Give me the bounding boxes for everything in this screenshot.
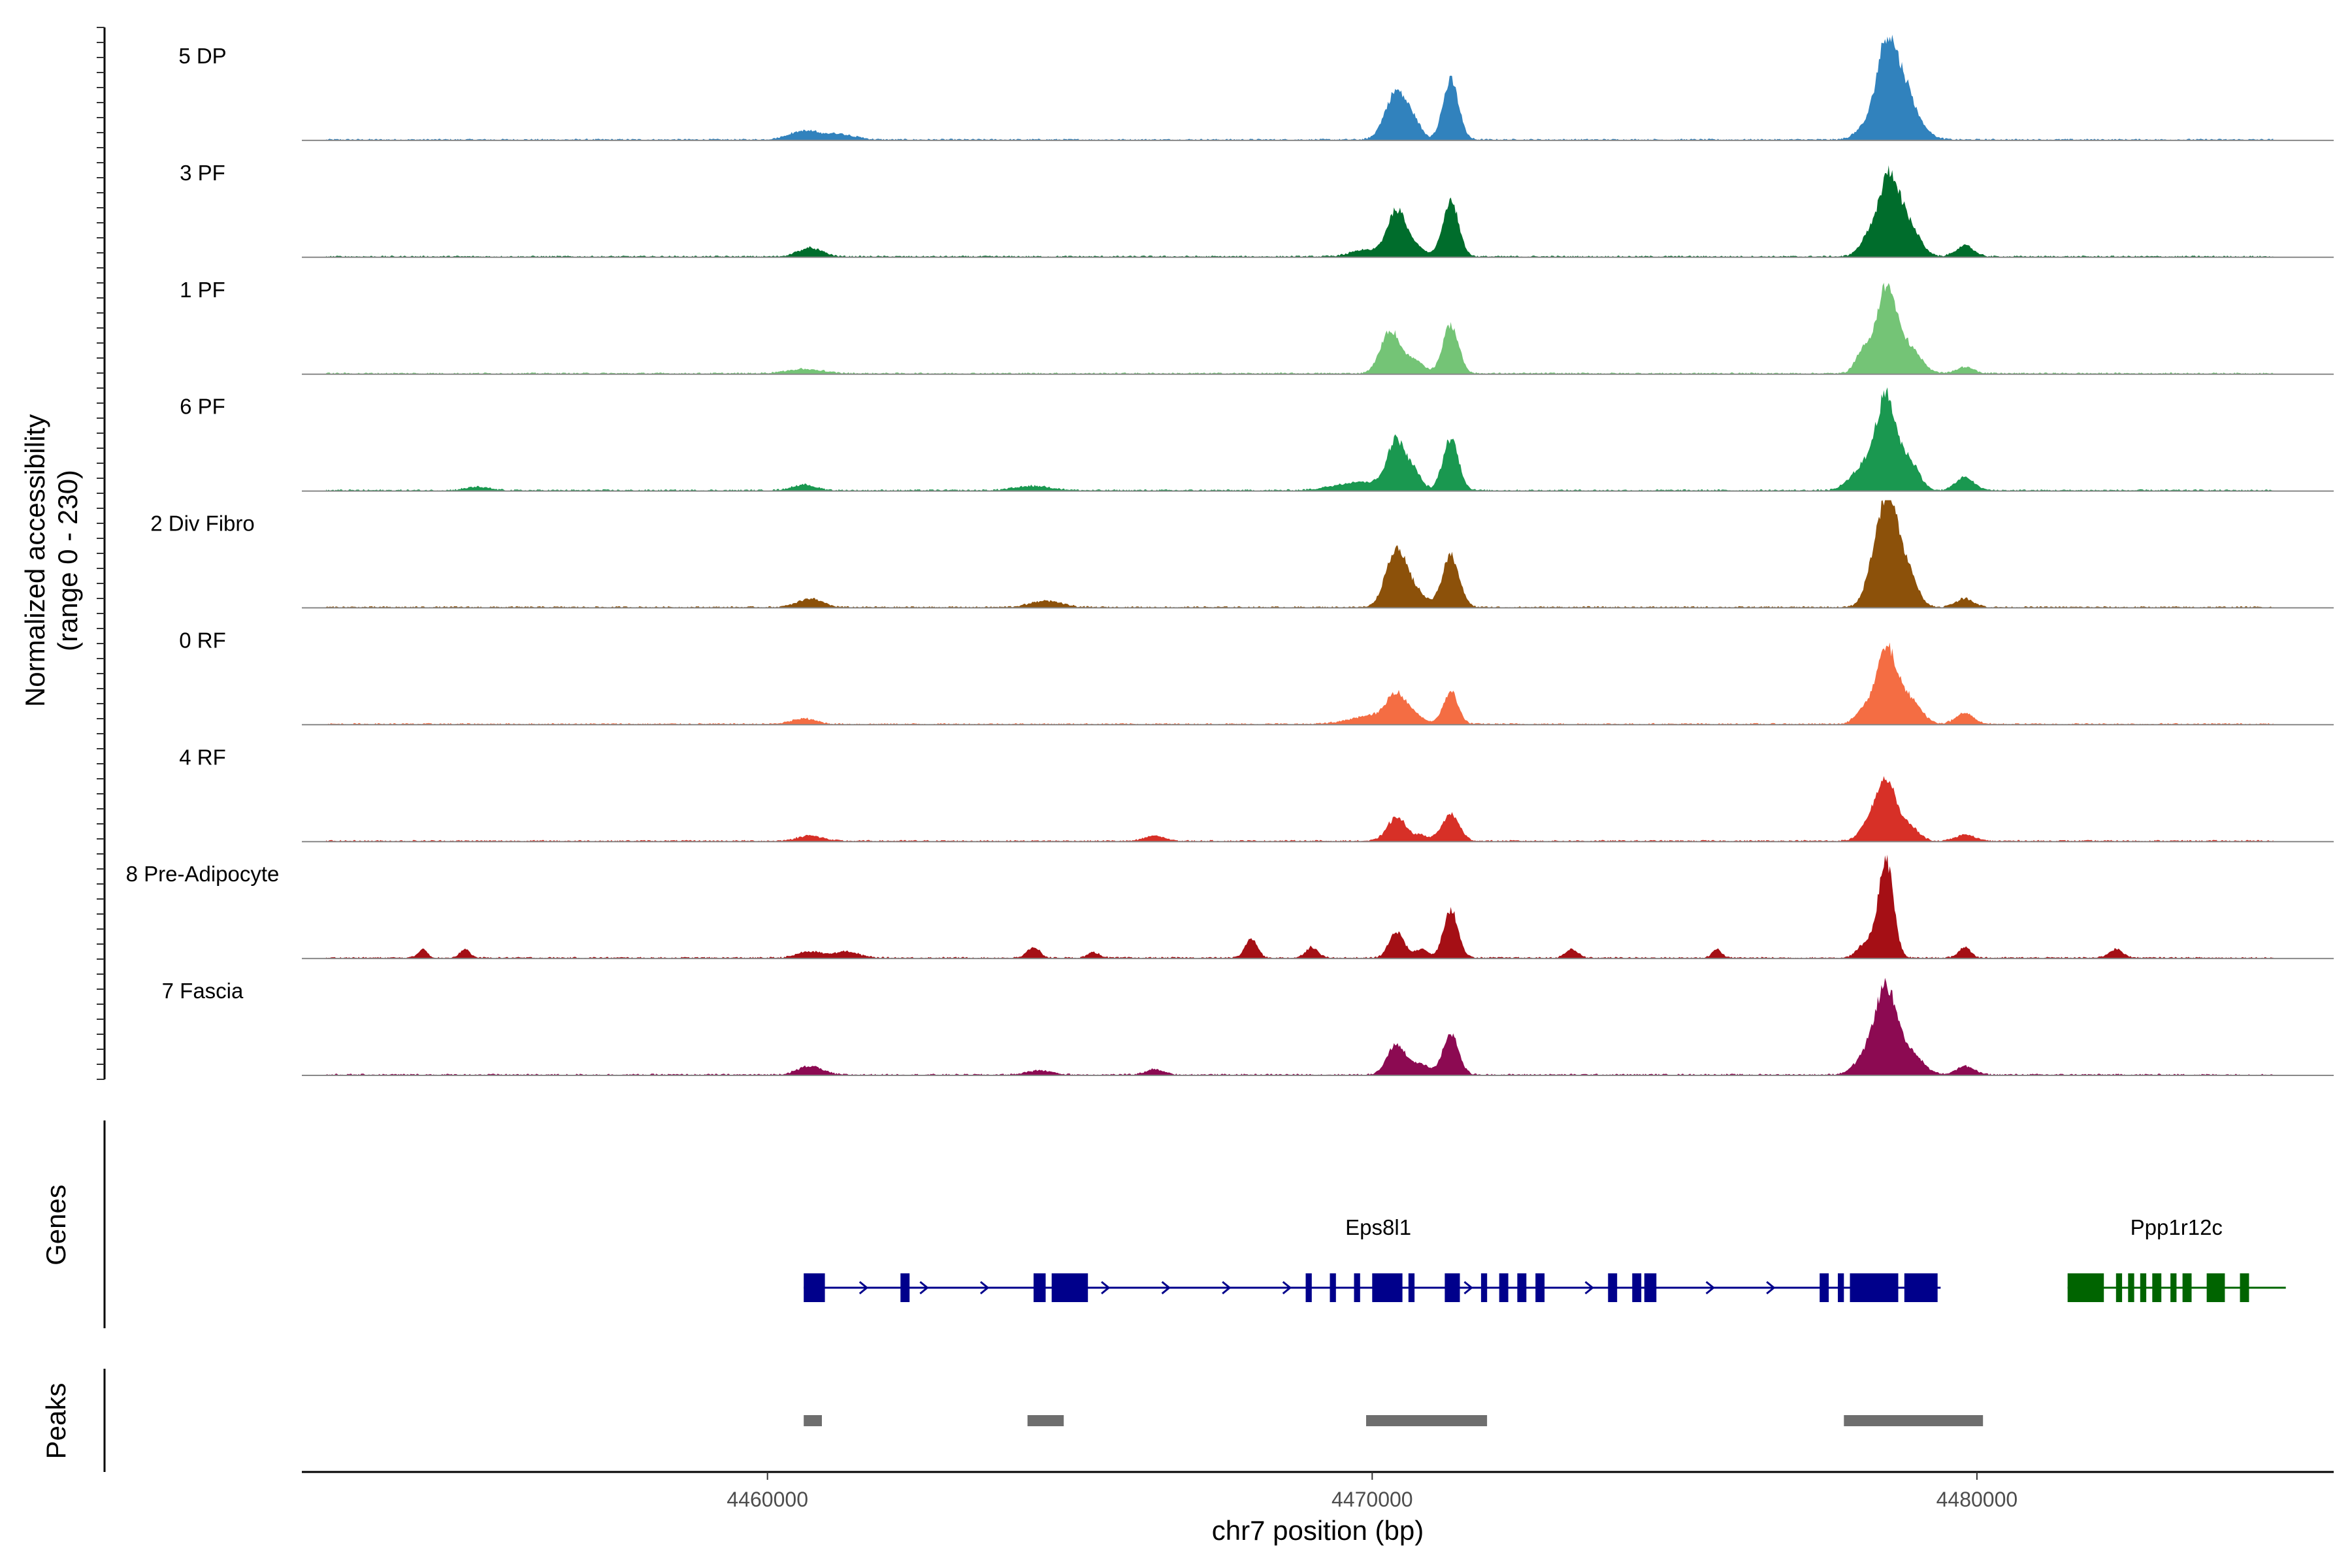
strand-arrow — [858, 1281, 869, 1295]
gene-name-label: Ppp1r12c — [2131, 1215, 2223, 1239]
strand-arrow — [1705, 1281, 1716, 1295]
track-label: 4 RF — [179, 745, 226, 769]
gene-exon — [1372, 1273, 1403, 1302]
peaks-panel: Peaks — [41, 1369, 1984, 1472]
y-axis-title-line1: Normalized accessibility — [20, 414, 50, 707]
strand-arrow — [1161, 1281, 1171, 1295]
coverage-y-axis — [97, 27, 106, 1080]
coverage-area-7-fascia — [326, 977, 2274, 1075]
gene-model-ppp1r12c — [2067, 1273, 2286, 1302]
y-axis-title-line2: (range 0 - 230) — [52, 470, 83, 651]
gene-exon — [1644, 1273, 1657, 1302]
gene-exon — [1480, 1273, 1488, 1302]
gene-exon — [1408, 1273, 1415, 1302]
track-label: 8 Pre-Adipocyte — [126, 862, 280, 886]
gene-exon — [2128, 1273, 2134, 1302]
gene-models — [804, 1273, 2286, 1302]
coverage-tracks — [302, 35, 2334, 1076]
coverage-area-1-pf — [326, 282, 2274, 374]
track-label: 3 PF — [180, 161, 225, 185]
track-labels: 5 DP 3 PF 1 PF 6 PF 2 Div Fibro 0 RF 4 R… — [126, 44, 280, 1003]
coverage-area-2-div-fibro — [326, 500, 2274, 608]
x-axis: 4460000 4470000 4480000 chr7 position (bp) — [302, 1471, 2334, 1546]
strand-arrow — [1584, 1281, 1594, 1295]
gene-exon — [1445, 1273, 1460, 1302]
peak-region — [1027, 1415, 1064, 1426]
peak-region — [1844, 1415, 1984, 1426]
x-ticks: 4460000 4470000 4480000 — [727, 1472, 2017, 1511]
peak-region — [804, 1415, 822, 1426]
gene-exon — [1354, 1273, 1360, 1302]
track-label: 5 DP — [178, 44, 226, 68]
strand-arrow — [1222, 1281, 1232, 1295]
strand-arrow — [1766, 1281, 1776, 1295]
gene-exon — [2140, 1273, 2147, 1302]
coverage-area-8-pre-adipocyte — [326, 855, 2274, 959]
gene-exon — [1820, 1273, 1829, 1302]
track-label: 1 PF — [180, 278, 225, 302]
track-label: 6 PF — [180, 395, 225, 419]
gene-exon — [1499, 1273, 1509, 1302]
peak-region — [1366, 1415, 1488, 1426]
gene-exon — [900, 1273, 910, 1302]
strand-arrow — [1101, 1281, 1111, 1295]
gene-exon — [1051, 1273, 1088, 1302]
gene-exon — [2206, 1273, 2225, 1302]
x-tick-label: 4470000 — [1331, 1488, 1413, 1511]
gene-exon — [804, 1273, 825, 1302]
x-tick-label: 4460000 — [727, 1488, 808, 1511]
gene-exon — [1608, 1273, 1618, 1302]
track-label: 2 Div Fibro — [150, 512, 255, 536]
gene-exon — [1330, 1273, 1336, 1302]
gene-exon — [2170, 1273, 2177, 1302]
strand-arrow — [979, 1281, 990, 1295]
coverage-area-3-pf — [326, 165, 2274, 257]
gene-exon — [1034, 1273, 1046, 1302]
genes-panel: Genes Eps8l1 Ppp1r12c — [41, 1120, 2286, 1328]
gene-exon — [1535, 1273, 1545, 1302]
coverage-area-4-rf — [326, 776, 2274, 842]
x-axis-title: chr7 position (bp) — [1212, 1515, 1424, 1546]
gene-exon — [1838, 1273, 1844, 1302]
gene-exon — [2182, 1273, 2192, 1302]
gene-exon — [1850, 1273, 1899, 1302]
coverage-area-5-dp — [326, 35, 2274, 140]
strand-arrow — [1463, 1281, 1473, 1295]
gene-exon — [1517, 1273, 1527, 1302]
coverage-area-6-pf — [326, 387, 2274, 491]
gene-exon — [2240, 1273, 2249, 1302]
gene-name-label: Eps8l1 — [1345, 1215, 1411, 1239]
strand-arrow — [919, 1281, 929, 1295]
peak-bars — [804, 1415, 1984, 1426]
coverage-area-0-rf — [326, 642, 2274, 725]
x-tick-label: 4480000 — [1936, 1488, 2018, 1511]
peaks-track-label: Peaks — [41, 1383, 71, 1460]
gene-exon — [1305, 1273, 1312, 1302]
track-label: 7 Fascia — [162, 979, 244, 1003]
gene-exon — [2067, 1273, 2104, 1302]
gene-exon — [1632, 1273, 1642, 1302]
gene-model-eps8l1 — [804, 1273, 1941, 1302]
gene-exon — [2115, 1273, 2123, 1302]
genes-track-label: Genes — [41, 1184, 71, 1266]
y-axis-title: Normalized accessibility (range 0 - 230) — [20, 414, 83, 707]
gene-exon — [2152, 1273, 2162, 1302]
strand-arrow — [1282, 1281, 1292, 1295]
track-label: 0 RF — [179, 628, 226, 652]
gene-exon — [1904, 1273, 1938, 1302]
